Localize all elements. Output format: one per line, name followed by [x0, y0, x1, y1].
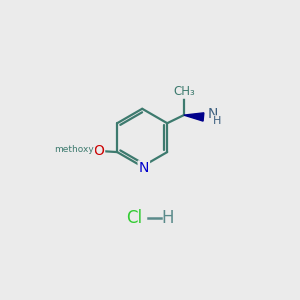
Text: H: H: [212, 116, 221, 126]
Text: methoxy: methoxy: [55, 145, 94, 154]
Text: CH₃: CH₃: [173, 85, 195, 98]
Text: N: N: [139, 161, 149, 176]
Text: H: H: [161, 209, 174, 227]
Text: Cl: Cl: [126, 209, 142, 227]
Text: N: N: [208, 107, 218, 121]
Text: O: O: [93, 144, 104, 158]
Polygon shape: [184, 113, 204, 121]
